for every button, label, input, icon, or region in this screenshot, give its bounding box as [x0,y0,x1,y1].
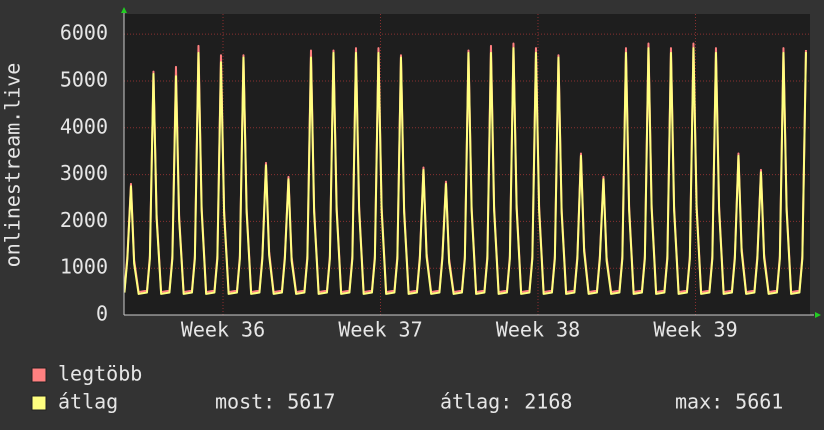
y-tick-label: 5000 [60,67,108,91]
x-tick-label: Week 37 [338,318,422,342]
legend-label: átlag [58,390,118,414]
legend: legtöbb átlag most: 5617 átlag: 2168 max: 5661 [31,362,783,414]
y-axis-label: onlinestream.live [1,63,25,268]
legend-label: legtöbb [58,362,142,386]
legend-swatch [31,367,47,383]
series-line [123,47,807,295]
labels: 0 1000 2000 3000 4000 5000 6000 Week 36 Week 37 W… [60,21,738,342]
stat-label: most: [215,390,275,414]
y-tick-label: 1000 [60,255,108,279]
x-axis-arrow [815,312,821,318]
y-tick-label: 2000 [60,208,108,232]
x-tick-label: Week 36 [181,318,265,342]
x-tick-label: Week 39 [653,318,737,342]
lines [123,42,807,295]
stat-value: 2168 [524,390,572,414]
y-tick-label: 3000 [60,161,108,185]
stat-value: 5617 [287,390,335,414]
legend-swatch [31,395,47,411]
x-tick-label: Week 38 [496,318,580,342]
y-tick-label: 6000 [60,21,108,45]
y-axis-arrow [121,7,127,13]
y-tick-label: 0 [96,302,108,326]
y-tick-label: 4000 [60,114,108,138]
stat-value: 5661 [735,390,783,414]
stat-label: átlag: [440,390,512,414]
stat-label: max: [675,390,723,414]
